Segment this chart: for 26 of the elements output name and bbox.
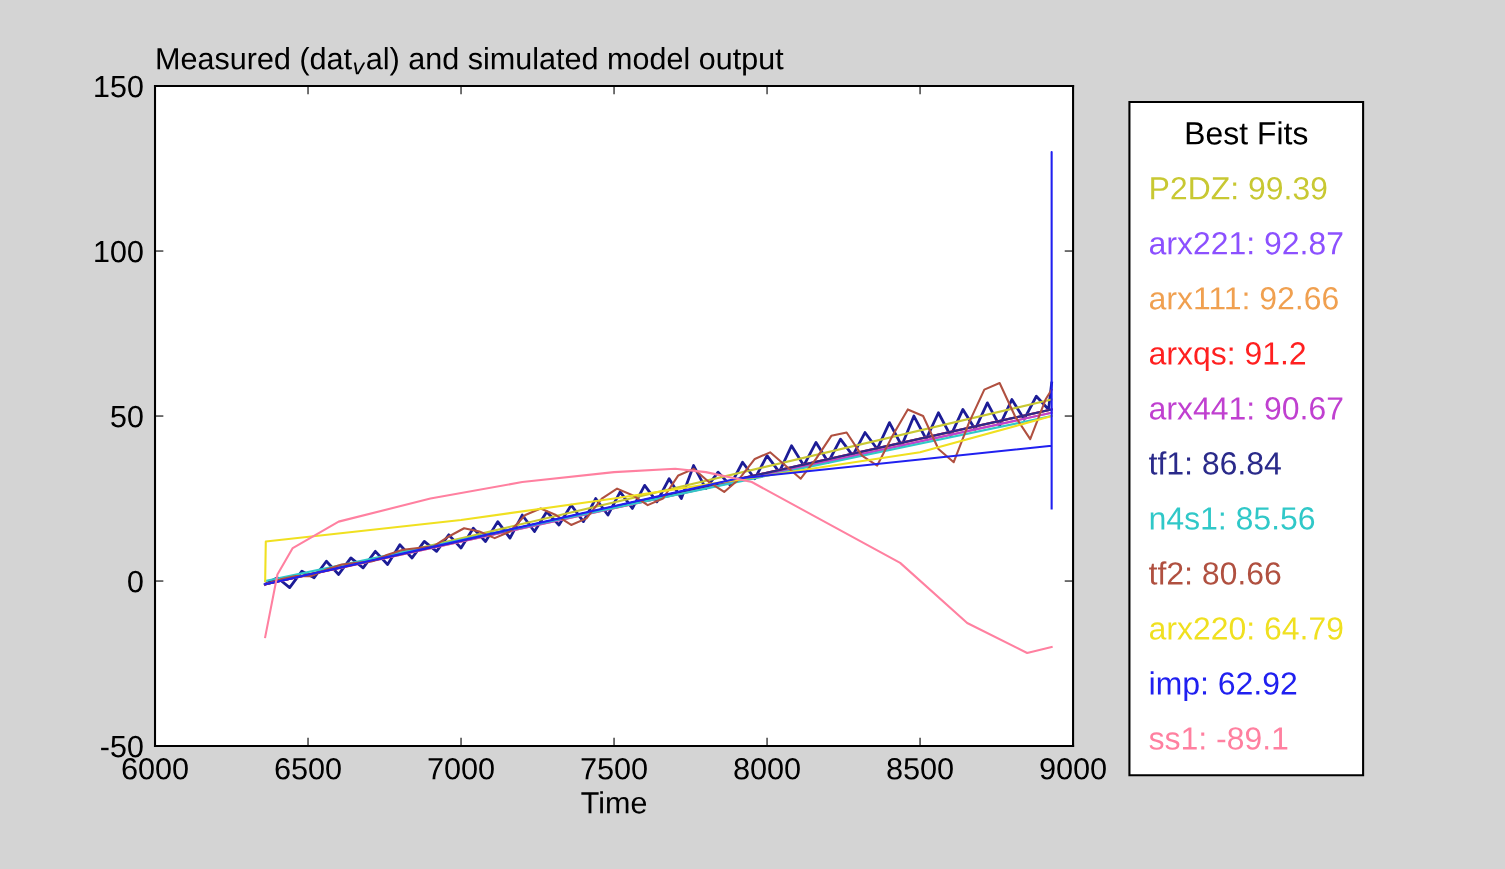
- y-tick-label: 0: [128, 570, 143, 593]
- x-tick-label: 7500: [581, 757, 647, 780]
- text: arxqs: 91.2: [1149, 342, 1306, 372]
- text: tf2: 80.66: [1149, 561, 1281, 585]
- text: P2DZ: 99.39: [1151, 177, 1327, 200]
- x-tick-label: 8500: [887, 757, 953, 780]
- text: arx111: 92.66: [1149, 287, 1338, 310]
- text: ss1: -89.1: [1149, 727, 1288, 750]
- text: tf1: 86.84: [1149, 451, 1281, 475]
- x-tick-label: 6000: [122, 757, 188, 780]
- text: arx221: 92.87: [1149, 232, 1343, 255]
- legend-title: Best Fits: [1186, 121, 1308, 145]
- y-tick-label: 100: [95, 240, 143, 263]
- text: imp: 62.92: [1150, 671, 1297, 702]
- x-tick-label: 6500: [275, 757, 341, 780]
- x-axis-title: Time: [581, 791, 647, 814]
- text: n4s1: 85.56: [1150, 507, 1315, 530]
- chart-title: Measured (dat$_{v}$al) and simulated model output: [157, 47, 784, 76]
- y-tick-label: -50: [101, 735, 143, 758]
- y-tick-label: 150: [95, 75, 143, 98]
- y-tick-label: 50: [111, 405, 143, 428]
- x-tick-label: 7000: [428, 757, 494, 780]
- x-tick-label: 9000: [1040, 757, 1106, 780]
- x-tick-label: 8000: [734, 757, 800, 780]
- text: arx441: 90.67: [1149, 397, 1343, 420]
- text: arx220: 64.79: [1149, 617, 1343, 640]
